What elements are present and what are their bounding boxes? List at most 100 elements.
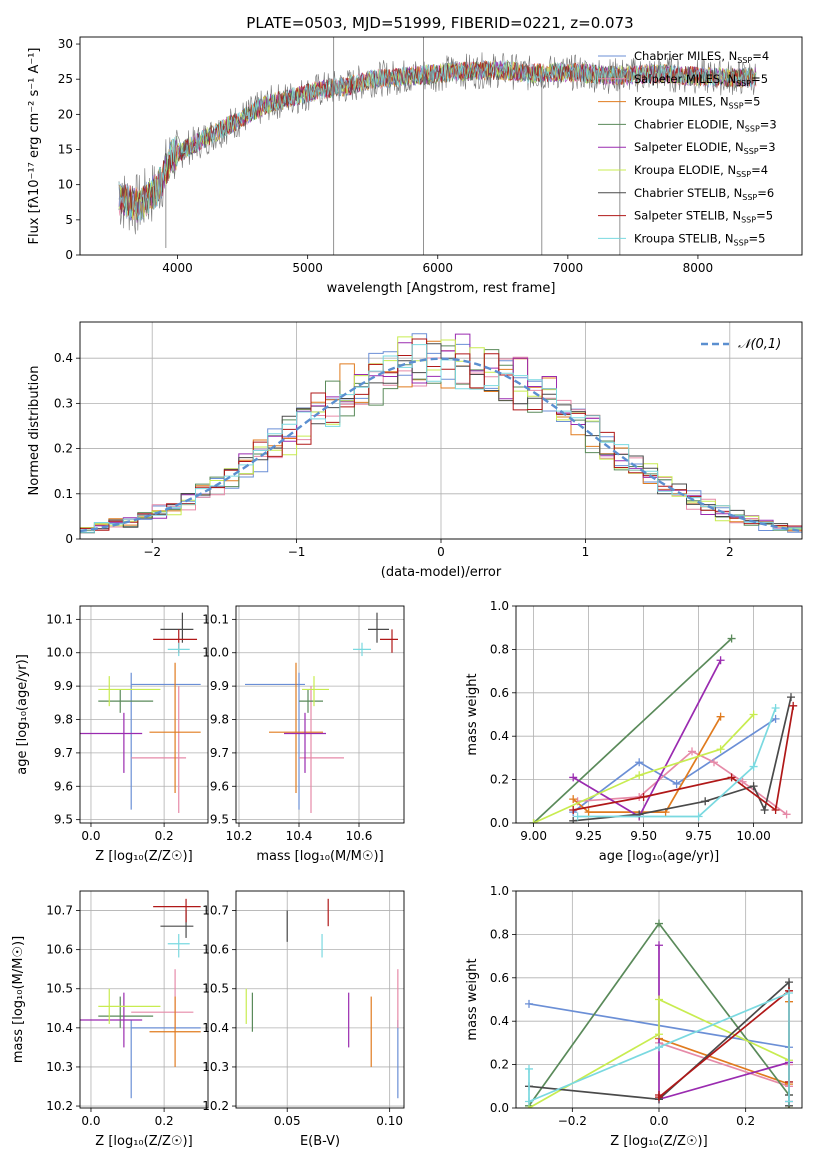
age_vs_mass-ytick-label: 9.5 bbox=[210, 813, 229, 827]
massweight_vs_age-xlabel: age [log₁₀(age/yr)] bbox=[599, 849, 720, 864]
massweight_vs_age-ylabel: mass weight bbox=[465, 673, 480, 755]
massweight_vs_age-marker-kroupa_stelib bbox=[771, 703, 780, 712]
normal-legend-label: 𝒩(0,1) bbox=[738, 337, 781, 352]
legend-label-salpeter_stelib: Salpeter STELIB, NSSP=5 bbox=[634, 209, 773, 225]
mass_vs_Z-ytick-label: 10.2 bbox=[46, 1099, 73, 1113]
massweight_vs_age-line-kroupa_stelib bbox=[577, 707, 777, 818]
massweight_vs_age-marker-chabrier_elodie bbox=[727, 634, 736, 643]
massweight_vs_age-marker-kroupa_stelib bbox=[694, 812, 703, 821]
massweight_vs_Z-marker-kroupa_stelib bbox=[785, 988, 793, 997]
massweight_vs_age-marker-chabrier_stelib bbox=[749, 782, 758, 791]
massweight_vs_Z-xtick-label: 0.2 bbox=[736, 1114, 755, 1128]
spectrum-ylabel: Flux [fλ10⁻¹⁷ erg cm⁻² s⁻¹ A⁻¹] bbox=[27, 48, 42, 245]
age_vs_mass-plot-area bbox=[245, 612, 398, 813]
figure-title: PLATE=0503, MJD=51999, FIBERID=0221, z=0… bbox=[246, 14, 633, 32]
age_vs_Z-xlabel: Z [log₁₀(Z/Z☉)] bbox=[95, 849, 192, 864]
spectrum-axes: 4000 5000 6000 7000 8000 0 5 10 15 20 25 30 waveleng… bbox=[27, 36, 803, 296]
age_vs_Z-ytick-label: 9.8 bbox=[54, 713, 73, 727]
mass_vs_ebv-ytick-label: 10.2 bbox=[202, 1099, 229, 1113]
massweight_vs_age-marker-salpeter_miles bbox=[782, 810, 791, 819]
massweight_vs_age-plot-area bbox=[529, 634, 798, 823]
mass_vs_Z-ylabel: mass [log₁₀(M/M☉)] bbox=[11, 936, 26, 1063]
spectrum-series-chabrier_elodie bbox=[118, 61, 757, 221]
spectrum-ytick-label: 5 bbox=[65, 213, 73, 227]
residuals-axes: −2 −1 0 1 2 0 0.1 0.2 0.3 0.4 (data-model)/error No… bbox=[27, 321, 803, 580]
residuals-xtick-label: −1 bbox=[288, 545, 306, 559]
massweight_vs_Z-marker-salpeter_stelib bbox=[655, 1093, 663, 1102]
mass_vs_ebv-xtick-label: 0.10 bbox=[376, 1114, 403, 1128]
age_vs_mass-axes: 10.2 10.4 10.6 9.5 9.6 9.7 9.8 9.9 10.0 10.1 mass … bbox=[202, 605, 405, 864]
spectrum-series-kroupa_stelib bbox=[118, 60, 757, 220]
spectrum-legend: Chabrier MILES, NSSP=4 Salpeter MILES, NS… bbox=[598, 49, 777, 247]
legend-label-salpeter_miles: Salpeter MILES, NSSP=5 bbox=[634, 72, 768, 88]
massweight_vs_age-marker-kroupa_miles bbox=[569, 795, 578, 804]
massweight_vs_Z-marker-kroupa_elodie bbox=[655, 995, 663, 1004]
residuals-xtick-label: 2 bbox=[726, 545, 734, 559]
spectrum-xlabel: wavelength [Angstrom, rest frame] bbox=[327, 281, 556, 296]
massweight_vs_age-line-chabrier_miles bbox=[572, 718, 777, 813]
mass_vs_Z-ytick-label: 10.4 bbox=[46, 1021, 73, 1035]
age_vs_Z-ylabel: age [log₁₀(age/yr)] bbox=[15, 654, 30, 775]
spectrum-ytick-label: 0 bbox=[65, 248, 73, 262]
residuals-xtick-label: −2 bbox=[143, 545, 161, 559]
age_vs_Z-xtick-label: 0.2 bbox=[155, 829, 174, 843]
mass_vs_Z-ytick-label: 10.5 bbox=[46, 982, 73, 996]
residuals-plot-area bbox=[80, 333, 802, 534]
legend-label-salpeter_elodie: Salpeter ELODIE, NSSP=3 bbox=[634, 140, 776, 156]
mass_vs_ebv-ytick-label: 10.7 bbox=[202, 904, 229, 918]
massweight_vs_age-marker-salpeter_elodie bbox=[569, 773, 578, 782]
massweight_vs_age-marker-chabrier_stelib bbox=[569, 816, 578, 823]
massweight_vs_age-xtick-label: 9.50 bbox=[630, 829, 657, 843]
massweight_vs_age-line-chabrier_elodie bbox=[533, 637, 733, 823]
hist-series-chabrier_stelib bbox=[80, 343, 802, 534]
massweight_vs_Z-marker-salpeter_elodie bbox=[655, 941, 663, 950]
massweight_vs_age-marker-salpeter_miles bbox=[688, 747, 696, 756]
residuals-xlabel: (data-model)/error bbox=[381, 565, 502, 580]
legend-label-chabrier_stelib: Chabrier STELIB, NSSP=6 bbox=[634, 186, 774, 202]
massweight_vs_age-line-kroupa_miles bbox=[572, 716, 722, 813]
residuals-ytick-label: 0.2 bbox=[54, 442, 73, 456]
residuals-xtick-label: 1 bbox=[582, 545, 590, 559]
massweight_vs_age-xtick-label: 9.25 bbox=[575, 829, 602, 843]
age_vs_mass-xtick-label: 10.2 bbox=[226, 829, 253, 843]
massweight_vs_age-ytick-label: 0.6 bbox=[490, 686, 509, 700]
legend-label-kroupa_elodie: Kroupa ELODIE, NSSP=4 bbox=[634, 163, 768, 179]
massweight_vs_age-marker-salpeter_elodie bbox=[716, 656, 725, 665]
massweight_vs_Z-marker-chabrier_elodie bbox=[655, 919, 663, 928]
massweight_vs_age-marker-salpeter_stelib bbox=[569, 805, 578, 814]
age_vs_Z-ytick-label: 9.9 bbox=[54, 679, 73, 693]
massweight_vs_age-xtick-label: 9.00 bbox=[520, 829, 547, 843]
spectrum-series-salpeter_stelib bbox=[118, 59, 757, 218]
massweight_vs_age-marker-salpeter_miles bbox=[738, 777, 747, 786]
massweight_vs_age-marker-chabrier_stelib bbox=[760, 805, 769, 814]
legend-label-chabrier_miles: Chabrier MILES, NSSP=4 bbox=[634, 49, 769, 65]
spectrum-frame bbox=[79, 36, 803, 256]
massweight_vs_Z-ytick-label: 0.8 bbox=[490, 927, 509, 941]
massweight_vs_age-ytick-label: 0.8 bbox=[490, 642, 509, 656]
age_vs_mass-xtick-label: 10.6 bbox=[346, 829, 373, 843]
spectrum-series-kroupa_elodie bbox=[118, 60, 757, 220]
panels: 4000 5000 6000 7000 8000051015202530waveleng… bbox=[11, 36, 803, 1149]
massweight_vs_age-marker-kroupa_miles bbox=[584, 808, 593, 817]
mass_vs_Z-xtick-label: 0.2 bbox=[155, 1114, 174, 1128]
residuals-ytick-label: 0 bbox=[65, 532, 73, 546]
age_vs_Z-ytick-label: 9.5 bbox=[54, 813, 73, 827]
spectrum-plot-area bbox=[118, 37, 757, 255]
massweight_vs_Z-ytick-label: 0.4 bbox=[490, 1014, 509, 1028]
massweight_vs_age-xtick-label: 9.75 bbox=[685, 829, 712, 843]
massweight_vs_Z-ytick-label: 0.6 bbox=[490, 971, 509, 985]
spectrum-ytick-label: 20 bbox=[58, 107, 73, 121]
age_vs_Z-xtick-label: 0.0 bbox=[81, 829, 100, 843]
mass_vs_ebv-xlabel: E(B-V) bbox=[300, 1134, 340, 1149]
massweight_vs_Z-frame bbox=[515, 890, 803, 1109]
age_vs_mass-xlabel: mass [log₁₀(M/M☉)] bbox=[256, 849, 383, 864]
mass_vs_ebv-frame bbox=[235, 890, 405, 1109]
mass_vs_ebv-plot-area bbox=[245, 898, 399, 1099]
massweight_vs_age-marker-chabrier_stelib bbox=[787, 693, 795, 702]
hist-series-kroupa_stelib bbox=[80, 344, 802, 533]
massweight_vs_age-marker-salpeter_stelib bbox=[771, 805, 780, 814]
age_vs_mass-ytick-label: 9.6 bbox=[210, 779, 229, 793]
age_vs_mass-ytick-label: 10.1 bbox=[202, 612, 229, 626]
massweight_vs_Z-xtick-label: 0.0 bbox=[649, 1114, 668, 1128]
massweight_vs_age-marker-salpeter_stelib bbox=[639, 792, 648, 801]
